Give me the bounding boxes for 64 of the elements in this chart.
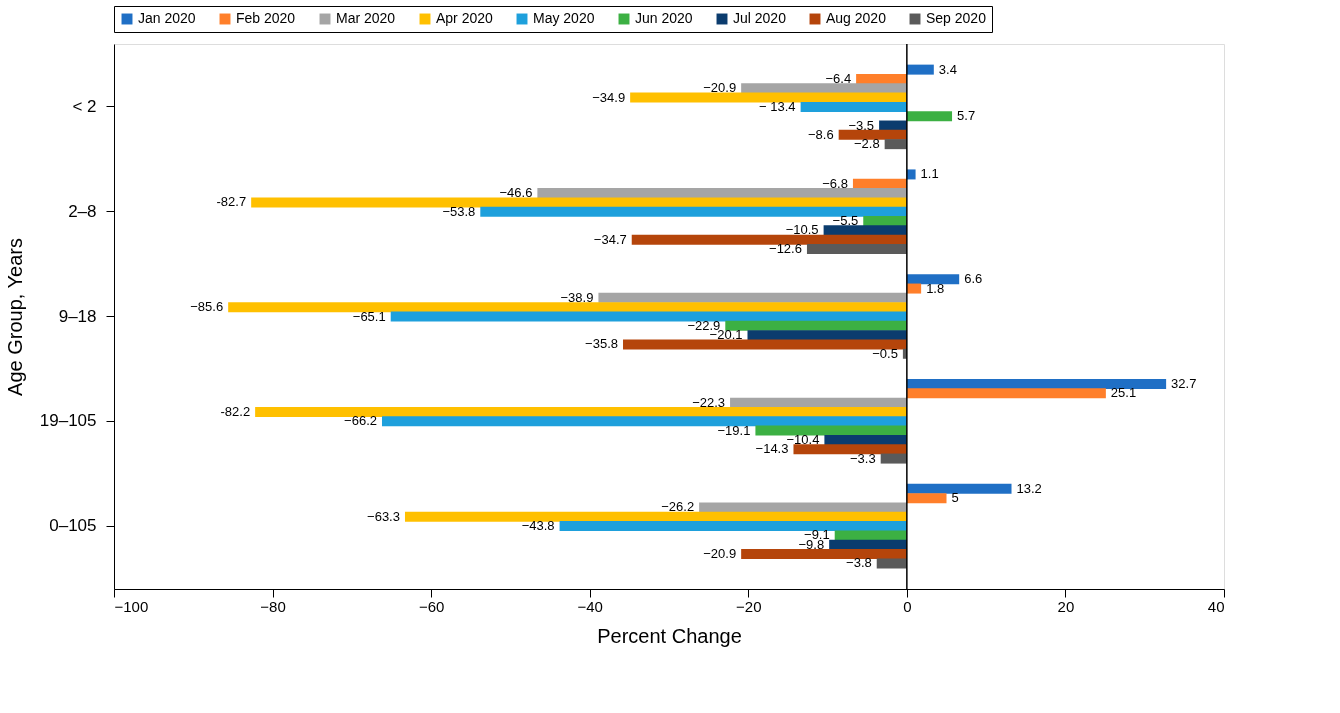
- y-tick-label: 9–18: [58, 306, 97, 326]
- data-label: −6.4: [825, 70, 852, 86]
- data-label: −85.6: [190, 299, 224, 315]
- data-label: −20.9: [703, 80, 737, 96]
- data-label: 32.7: [1171, 376, 1197, 392]
- y-axis-title: Age Group, Years: [3, 238, 26, 396]
- x-tick-label: 40: [1207, 597, 1225, 615]
- data-label: 3.4: [938, 61, 957, 77]
- y-tick-label: < 2: [72, 96, 97, 116]
- data-label: −5.5: [832, 213, 859, 229]
- data-label: 5.7: [957, 108, 976, 124]
- legend-label: Apr 2020: [436, 10, 494, 26]
- y-tick-label: 0–105: [49, 516, 97, 536]
- data-label: −10.5: [785, 222, 819, 238]
- data-label: −6.8: [822, 175, 848, 191]
- data-label: −26.2: [661, 499, 695, 515]
- data-label: −46.6: [499, 185, 533, 201]
- data-label: 5: [951, 490, 959, 506]
- data-label: −65.1: [352, 308, 386, 324]
- data-label: −22.3: [692, 394, 726, 410]
- data-label: −3.5: [848, 117, 875, 133]
- data-label: −34.9: [592, 89, 626, 105]
- data-label: −8.6: [808, 126, 834, 142]
- legend-label: Feb 2020: [236, 10, 296, 26]
- y-tick-label: 19–105: [39, 411, 97, 431]
- legend-label: Jul 2020: [733, 10, 787, 26]
- data-label: -82.7: [216, 194, 247, 210]
- data-label: −19.1: [717, 422, 751, 438]
- data-label: 25.1: [1110, 385, 1137, 401]
- data-label: 1.1: [920, 166, 939, 182]
- legend-label: Jun 2020: [635, 10, 693, 26]
- data-label: −3.3: [850, 450, 876, 466]
- data-label: −38.9: [560, 289, 594, 305]
- data-label: −2.8: [853, 136, 880, 152]
- data-label: − 13.4: [759, 98, 796, 114]
- data-label: −12.6: [769, 240, 802, 256]
- data-label: −34.7: [593, 231, 627, 247]
- x-tick-label: −40: [577, 597, 603, 615]
- data-label: −43.8: [521, 518, 555, 534]
- x-tick-label: −60: [418, 597, 445, 615]
- y-tick-label: 2–8: [68, 201, 97, 221]
- data-label: −20.9: [703, 546, 737, 562]
- legend-label: Aug 2020: [826, 10, 887, 26]
- data-label: −0.5: [872, 345, 898, 361]
- data-label: −35.8: [585, 336, 619, 352]
- x-tick-label: −100: [114, 597, 149, 615]
- data-label: −66.2: [344, 413, 377, 429]
- data-label: −3.8: [846, 555, 872, 571]
- legend-label: May 2020: [533, 10, 595, 26]
- data-label: −14.3: [755, 441, 789, 457]
- legend-label: Sep 2020: [926, 10, 987, 26]
- x-axis-title: Percent Change: [597, 624, 742, 647]
- legend-label: Mar 2020: [336, 10, 396, 26]
- data-label: −63.3: [367, 508, 400, 524]
- data-label: −53.8: [442, 203, 476, 219]
- x-tick-label: 20: [1057, 597, 1075, 615]
- data-label: 6.6: [964, 271, 983, 287]
- data-label: 13.2: [1016, 480, 1042, 496]
- x-tick-label: −20: [736, 597, 762, 615]
- data-label: -82.2: [220, 403, 251, 419]
- legend-label: Jan 2020: [138, 10, 196, 26]
- x-tick-label: 0: [903, 597, 912, 615]
- data-label: 1.8: [926, 280, 945, 296]
- x-tick-label: −80: [260, 597, 286, 615]
